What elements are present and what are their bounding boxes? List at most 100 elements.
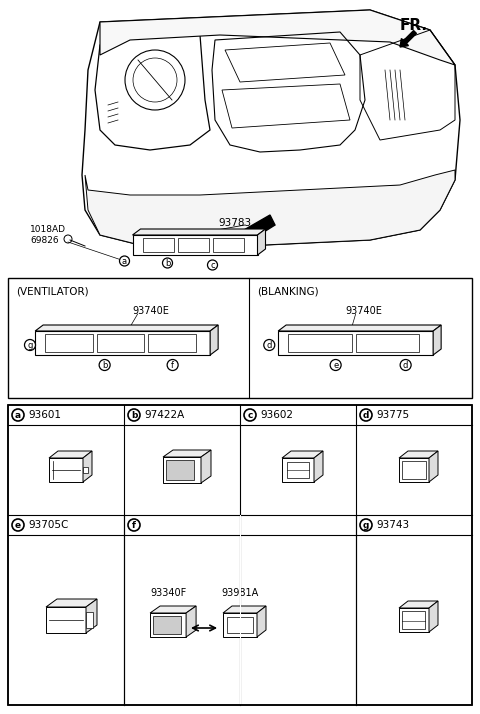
Text: d: d — [266, 341, 272, 349]
Text: f: f — [132, 521, 136, 530]
Bar — [45, 334, 93, 352]
Circle shape — [128, 519, 140, 531]
Polygon shape — [282, 458, 314, 482]
Circle shape — [264, 339, 275, 351]
Circle shape — [24, 339, 36, 351]
Polygon shape — [83, 467, 88, 473]
Polygon shape — [163, 450, 211, 457]
Text: 93981A: 93981A — [221, 588, 259, 598]
Text: 97422A: 97422A — [144, 410, 184, 420]
Polygon shape — [150, 606, 196, 613]
Text: g: g — [363, 521, 369, 530]
Circle shape — [167, 360, 178, 371]
Circle shape — [99, 360, 110, 371]
Bar — [8, 405, 472, 705]
Polygon shape — [86, 599, 97, 633]
Text: 93705C: 93705C — [28, 520, 68, 530]
Polygon shape — [163, 457, 201, 483]
Polygon shape — [257, 229, 265, 255]
Bar — [288, 334, 352, 352]
Bar — [390, 185, 420, 200]
Text: b: b — [165, 258, 170, 268]
Text: d: d — [403, 361, 408, 370]
Text: b: b — [131, 411, 137, 420]
Polygon shape — [49, 451, 92, 458]
Circle shape — [163, 258, 172, 268]
Bar — [402, 461, 426, 479]
Polygon shape — [399, 458, 429, 482]
Polygon shape — [35, 331, 210, 355]
Bar — [97, 334, 144, 352]
Polygon shape — [132, 229, 265, 235]
Polygon shape — [399, 608, 429, 632]
Polygon shape — [83, 451, 92, 482]
Circle shape — [360, 409, 372, 421]
Text: FR.: FR. — [400, 18, 428, 33]
FancyArrow shape — [400, 31, 417, 47]
Polygon shape — [257, 606, 266, 637]
Text: c: c — [210, 261, 215, 269]
Text: 93743: 93743 — [376, 520, 409, 530]
Polygon shape — [399, 601, 438, 608]
Text: 93775: 93775 — [376, 410, 409, 420]
Bar — [148, 334, 196, 352]
Bar — [287, 462, 309, 478]
Polygon shape — [278, 325, 441, 331]
Circle shape — [12, 409, 24, 421]
Bar — [227, 617, 253, 633]
Polygon shape — [100, 10, 455, 65]
Text: 93602: 93602 — [260, 410, 293, 420]
Circle shape — [244, 409, 256, 421]
Bar — [153, 616, 181, 634]
Text: b: b — [102, 361, 108, 370]
Bar — [166, 460, 194, 480]
Polygon shape — [282, 451, 323, 458]
Polygon shape — [223, 606, 266, 613]
Polygon shape — [314, 451, 323, 482]
Circle shape — [207, 260, 217, 270]
Text: 93740E: 93740E — [346, 306, 383, 316]
Circle shape — [12, 519, 24, 531]
Polygon shape — [399, 451, 438, 458]
Polygon shape — [230, 215, 275, 250]
Text: a: a — [122, 256, 127, 266]
Polygon shape — [132, 235, 257, 255]
Circle shape — [400, 360, 411, 371]
Circle shape — [360, 519, 372, 531]
Bar — [402, 611, 425, 629]
Text: 93601: 93601 — [28, 410, 61, 420]
Text: e: e — [333, 361, 338, 370]
Text: c: c — [247, 411, 252, 420]
Bar — [213, 238, 243, 252]
Polygon shape — [49, 458, 83, 482]
Polygon shape — [86, 612, 93, 628]
Bar — [356, 334, 419, 352]
Text: g: g — [27, 341, 33, 349]
Text: 93340F: 93340F — [150, 588, 186, 598]
Polygon shape — [35, 325, 218, 331]
Polygon shape — [46, 607, 86, 633]
Polygon shape — [278, 331, 433, 355]
Polygon shape — [150, 613, 186, 637]
Polygon shape — [223, 613, 257, 637]
Text: (VENTILATOR): (VENTILATOR) — [16, 286, 89, 296]
Circle shape — [120, 256, 130, 266]
Text: 1018AD
69826: 1018AD 69826 — [30, 226, 66, 245]
Polygon shape — [429, 601, 438, 632]
Circle shape — [330, 360, 341, 371]
Polygon shape — [186, 606, 196, 637]
Polygon shape — [201, 450, 211, 483]
Text: 93740E: 93740E — [132, 306, 169, 316]
Circle shape — [128, 409, 140, 421]
Bar — [178, 238, 208, 252]
Polygon shape — [210, 325, 218, 355]
Bar — [8, 278, 472, 398]
Polygon shape — [85, 170, 455, 248]
Polygon shape — [433, 325, 441, 355]
Text: d: d — [363, 411, 369, 420]
Text: (BLANKING): (BLANKING) — [257, 286, 319, 296]
Polygon shape — [429, 451, 438, 482]
Bar — [143, 238, 173, 252]
Text: 93783: 93783 — [218, 218, 251, 228]
Polygon shape — [46, 599, 97, 607]
